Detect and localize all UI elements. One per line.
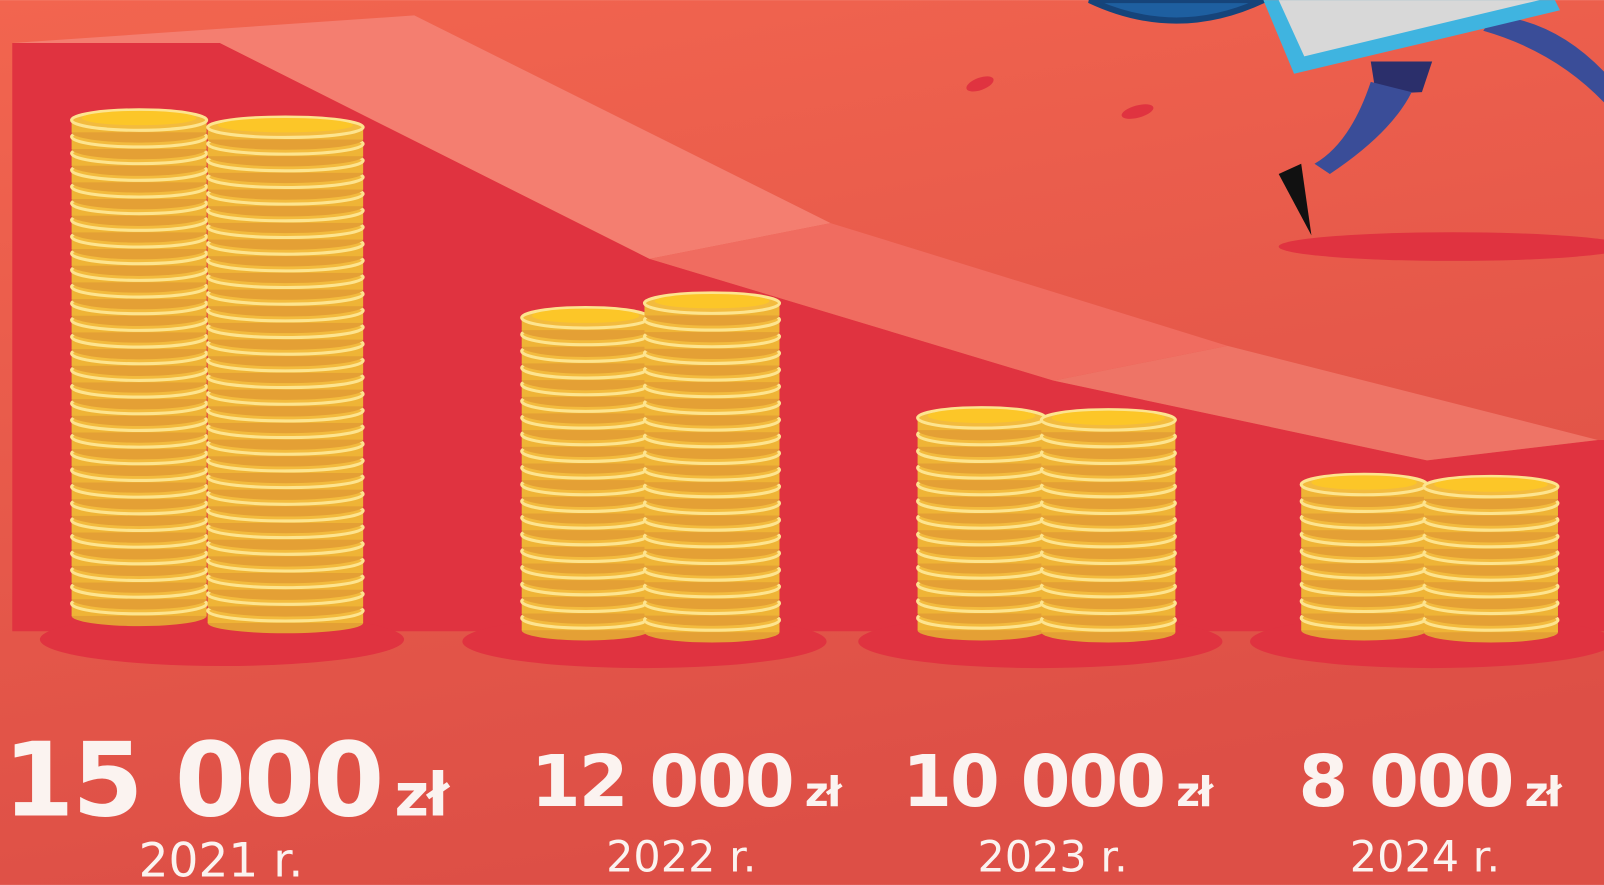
unit: zł: [1176, 768, 1214, 816]
coin-top: [1051, 410, 1166, 426]
amount-label: 8 000 zł: [1298, 740, 1562, 823]
stair-top: [1053, 345, 1598, 461]
coin-top: [654, 293, 770, 309]
coin-stack: [70, 108, 209, 627]
amount: 8 000: [1298, 740, 1512, 823]
year-label: 2022 r.: [606, 833, 756, 883]
amount-label: 10 000 zł: [902, 740, 1214, 823]
coin-stack: [1299, 472, 1429, 641]
coin-stack: [206, 115, 365, 634]
year-label: 2021 r.: [139, 834, 304, 885]
character: [966, 0, 1604, 236]
shadow: [1278, 232, 1604, 261]
amount-label: 12 000 zł: [531, 740, 843, 823]
coin-top: [531, 308, 640, 323]
unit: zł: [395, 760, 451, 829]
unit: zł: [1525, 768, 1563, 816]
year-label: 2023 r.: [977, 833, 1127, 883]
amount: 15 000: [3, 721, 382, 840]
stair-top: [12, 15, 831, 259]
amount: 12 000: [531, 740, 793, 823]
amount-label: 15 000 zł: [3, 721, 451, 840]
unit: zł: [805, 768, 843, 816]
year-label: 2024 r.: [1350, 833, 1500, 883]
coin-stack: [1422, 474, 1560, 643]
coin-top: [1311, 475, 1417, 490]
coin-stack: [1039, 408, 1177, 643]
coin-stack: [520, 306, 652, 641]
amount: 10 000: [902, 740, 1164, 823]
coin-stacks: [70, 108, 1560, 643]
coin-stack: [916, 406, 1047, 641]
stair-top: [649, 223, 1228, 381]
coin-stack: [642, 291, 782, 643]
coin-top: [81, 110, 197, 126]
coin-top: [1434, 477, 1548, 492]
coin-top: [927, 408, 1036, 423]
staircase: [12, 43, 1604, 632]
coin-top: [217, 118, 353, 133]
